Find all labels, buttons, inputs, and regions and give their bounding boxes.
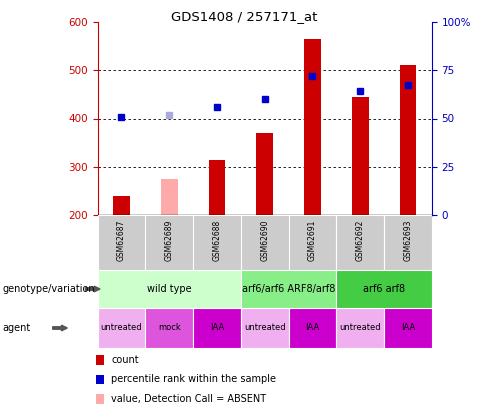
Bar: [400, 66, 416, 215]
Text: GSM62687: GSM62687: [117, 220, 126, 261]
Bar: [98, 270, 241, 308]
Bar: [145, 215, 193, 270]
Text: GSM62690: GSM62690: [260, 220, 269, 261]
Bar: [352, 97, 368, 215]
Bar: [384, 215, 432, 270]
Text: arf6/arf6 ARF8/arf8: arf6/arf6 ARF8/arf8: [242, 284, 335, 294]
Text: untreated: untreated: [340, 324, 381, 333]
Text: IAA: IAA: [210, 324, 224, 333]
Bar: [241, 308, 288, 348]
Text: untreated: untreated: [244, 324, 285, 333]
Bar: [161, 179, 178, 215]
Text: percentile rank within the sample: percentile rank within the sample: [111, 375, 276, 384]
Bar: [209, 160, 225, 215]
Bar: [98, 215, 145, 270]
Text: IAA: IAA: [305, 324, 320, 333]
Text: wild type: wild type: [147, 284, 192, 294]
Text: count: count: [111, 355, 139, 365]
Text: value, Detection Call = ABSENT: value, Detection Call = ABSENT: [111, 394, 266, 404]
Text: mock: mock: [158, 324, 181, 333]
Text: untreated: untreated: [101, 324, 142, 333]
Text: GSM62688: GSM62688: [212, 220, 222, 261]
Text: genotype/variation: genotype/variation: [2, 284, 95, 294]
Bar: [384, 308, 432, 348]
Text: IAA: IAA: [401, 324, 415, 333]
Text: GSM62693: GSM62693: [404, 220, 412, 261]
Bar: [336, 270, 432, 308]
Bar: [304, 39, 321, 215]
Text: GSM62689: GSM62689: [165, 220, 174, 261]
Bar: [145, 308, 193, 348]
Bar: [98, 308, 145, 348]
Text: arf6 arf8: arf6 arf8: [363, 284, 405, 294]
Text: agent: agent: [2, 323, 31, 333]
Text: GSM62692: GSM62692: [356, 220, 365, 261]
Bar: [241, 270, 336, 308]
Bar: [193, 215, 241, 270]
Bar: [193, 308, 241, 348]
Bar: [336, 308, 384, 348]
Bar: [336, 215, 384, 270]
Bar: [113, 196, 130, 215]
Bar: [288, 215, 336, 270]
Bar: [288, 308, 336, 348]
Text: GDS1408 / 257171_at: GDS1408 / 257171_at: [171, 10, 317, 23]
Text: GSM62691: GSM62691: [308, 220, 317, 261]
Bar: [256, 133, 273, 215]
Bar: [241, 215, 288, 270]
